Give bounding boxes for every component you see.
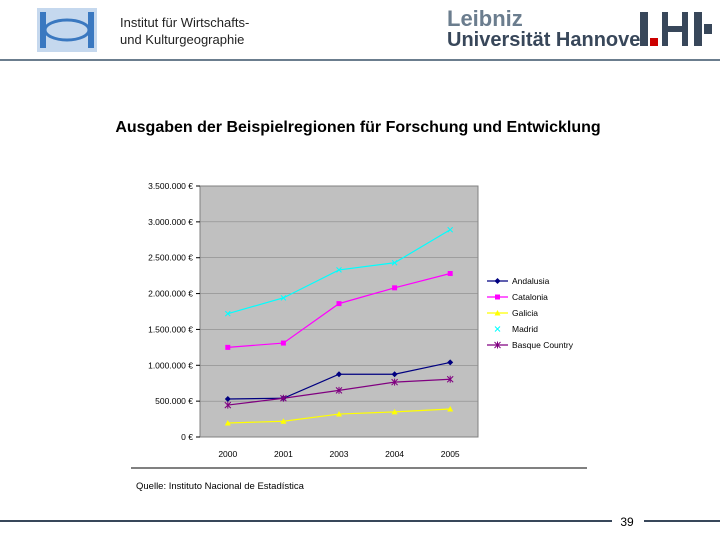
marker: [224, 310, 231, 317]
marker: [392, 285, 398, 291]
legend-entry: Galicia: [487, 308, 538, 318]
legend-entry: Madrid: [494, 324, 538, 334]
marker: [391, 259, 398, 266]
legend-entry: Basque Country: [487, 340, 574, 350]
marker: [280, 295, 287, 301]
legend-label: Catalonia: [512, 292, 548, 302]
marker: [336, 371, 342, 378]
marker: [446, 375, 454, 383]
y-tick-label: 2.500.000 €: [148, 253, 193, 263]
marker: [447, 226, 454, 233]
institute-logo: [37, 8, 97, 52]
marker: [447, 406, 454, 412]
university-logo: [640, 12, 712, 46]
x-tick-label: 2000: [218, 449, 237, 459]
plot-area: [199, 185, 479, 438]
marker: [336, 411, 342, 417]
x-tick-label: 2001: [274, 449, 293, 459]
marker: [280, 394, 287, 402]
marker: [447, 359, 454, 366]
y-tick-label: 0 €: [181, 432, 193, 442]
marker: [447, 270, 453, 276]
x-tick-label: 2005: [441, 449, 460, 459]
y-tick-label: 1.000.000 €: [148, 360, 193, 370]
marker: [494, 341, 501, 349]
marker: [391, 408, 398, 415]
legend-label: Andalusia: [512, 276, 550, 286]
x-tick-label: 2003: [330, 449, 349, 459]
marker: [335, 386, 343, 394]
marker: [391, 371, 398, 378]
source: Quelle: Instituto Nacional de Estadístic…: [136, 481, 305, 492]
university-name: Leibniz: [447, 6, 523, 31]
y-tick-label: 500.000 €: [155, 396, 193, 406]
university-name: Universität Hannover: [447, 29, 648, 51]
legend-entry: Catalonia: [487, 292, 548, 302]
x-tick-label: 2004: [385, 449, 404, 459]
legend-entry: Andalusia: [487, 276, 550, 286]
marker: [494, 310, 501, 316]
page-number: 39: [620, 515, 634, 529]
marker: [224, 420, 231, 426]
legend-label: Galicia: [512, 308, 538, 318]
marker: [224, 401, 232, 409]
y-tick-label: 3.000.000 €: [148, 217, 193, 227]
marker: [336, 267, 342, 273]
marker: [224, 395, 231, 402]
marker: [494, 278, 501, 284]
legend-label: Basque Country: [512, 340, 574, 350]
marker: [336, 301, 342, 307]
y-tick-label: 3.500.000 €: [148, 181, 193, 191]
institute-name: Institut für Wirtschafts-und Kulturgeogr…: [120, 15, 249, 47]
marker: [495, 294, 500, 300]
marker: [280, 340, 286, 346]
marker: [391, 378, 398, 386]
marker: [494, 326, 501, 332]
y-tick-label: 1.500.000 €: [148, 324, 193, 334]
marker: [225, 344, 231, 350]
chart-title: Ausgaben der Beispielregionen für Forsch…: [115, 119, 600, 136]
y-tick-label: 2.000.000 €: [148, 289, 193, 299]
legend-label: Madrid: [512, 324, 538, 334]
marker: [280, 418, 287, 424]
